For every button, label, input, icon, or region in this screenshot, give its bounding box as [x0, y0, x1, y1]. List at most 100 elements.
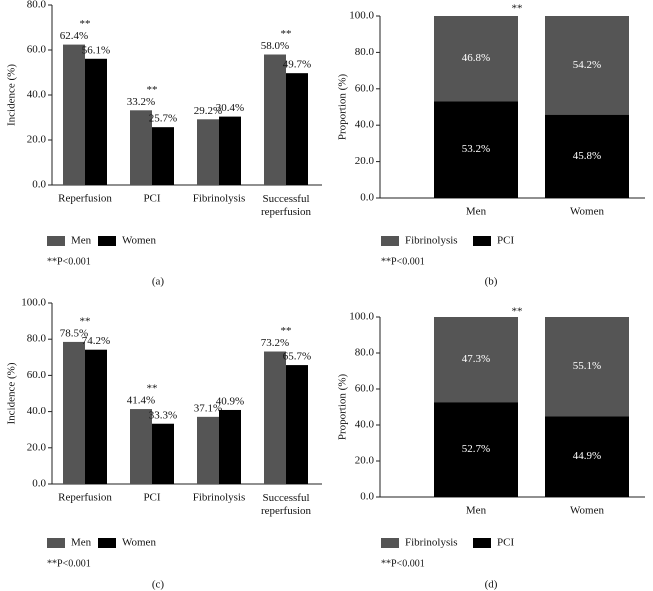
bar — [152, 423, 174, 484]
value-label: 56.1% — [82, 44, 110, 56]
bar — [219, 116, 241, 185]
significance-mark: ** — [281, 325, 292, 337]
value-label: 65.7% — [283, 351, 311, 363]
legend-swatch — [381, 538, 399, 548]
bar — [130, 409, 152, 484]
significance-mark: ** — [80, 18, 91, 30]
value-label: 44.9% — [573, 450, 601, 462]
x-tick-label: PCI — [143, 193, 160, 205]
bar-segment — [434, 317, 518, 403]
value-label: 40.9% — [216, 396, 244, 408]
y-tick-label: 80.0 — [355, 46, 375, 58]
y-tick-label: 60.0 — [27, 369, 47, 381]
bar-segment — [434, 101, 518, 198]
x-tick-label: Successful reperfusion — [261, 492, 312, 517]
y-tick-label: 80.0 — [355, 347, 375, 359]
panel-label: (c) — [152, 579, 165, 591]
legend-label: PCI — [497, 537, 514, 549]
x-tick-label: Fibrinolysis — [193, 492, 246, 504]
bar — [264, 351, 286, 484]
value-label: 62.4% — [60, 30, 88, 42]
note: **P<0.001 — [381, 558, 425, 569]
value-label: 37.1% — [194, 402, 222, 414]
bar-segment — [434, 16, 518, 102]
legend-label: Fibrinolysis — [405, 537, 458, 549]
y-tick-label: 0.0 — [32, 179, 46, 191]
y-tick-label: 20.0 — [355, 155, 375, 167]
bar — [63, 44, 85, 185]
y-tick-label: 0.0 — [360, 491, 374, 503]
x-tick-label: Fibrinolysis — [193, 193, 246, 205]
x-tick-label: PCI — [143, 492, 160, 504]
bar — [219, 409, 241, 484]
significance-mark: ** — [281, 28, 292, 40]
bar — [197, 416, 219, 484]
bar — [85, 58, 107, 185]
value-label: 55.1% — [573, 360, 601, 372]
note: **P<0.001 — [47, 558, 91, 569]
legend-label: Fibrinolysis — [405, 235, 458, 247]
legend-swatch — [473, 236, 491, 246]
x-tick-label-line: reperfusion — [261, 505, 312, 517]
note: **P<0.001 — [47, 256, 91, 267]
y-axis-label: Proportion (%) — [337, 74, 349, 141]
significance-mark: ** — [512, 306, 523, 318]
bar — [197, 119, 219, 185]
value-label: 49.7% — [283, 59, 311, 71]
y-tick-label: 40.0 — [355, 419, 375, 431]
legend-label: Men — [71, 537, 92, 549]
y-axis-label: Incidence (%) — [6, 362, 18, 424]
bar — [152, 127, 174, 185]
value-label: 47.3% — [462, 353, 490, 365]
y-tick-label: 0.0 — [360, 192, 374, 204]
x-tick-label: Men — [466, 505, 487, 517]
value-label: 53.2% — [462, 143, 490, 155]
legend-swatch — [98, 538, 116, 548]
bar — [130, 110, 152, 185]
panel-label: (a) — [152, 276, 165, 288]
significance-mark: ** — [147, 383, 158, 395]
legend-label: Men — [71, 235, 92, 247]
significance-mark: ** — [147, 84, 158, 96]
x-tick-label: Reperfusion — [58, 193, 112, 205]
legend-swatch — [381, 236, 399, 246]
value-label: 30.4% — [216, 102, 244, 114]
y-axis-label: Incidence (%) — [6, 64, 18, 126]
legend-label: Women — [122, 235, 156, 247]
legend-swatch — [98, 236, 116, 246]
bar-segment — [434, 402, 518, 497]
value-label: 46.8% — [462, 52, 490, 64]
x-tick-label-line: Successful — [262, 193, 309, 205]
legend-swatch — [47, 236, 65, 246]
y-tick-label: 60.0 — [27, 44, 47, 56]
legend-swatch — [473, 538, 491, 548]
y-tick-label: 60.0 — [355, 383, 375, 395]
panel-label: (b) — [485, 276, 498, 288]
x-tick-label-line: reperfusion — [261, 206, 312, 218]
value-label: 78.5% — [60, 327, 88, 339]
bar-segment — [545, 416, 629, 497]
x-tick-label-line: Successful — [262, 492, 309, 504]
y-tick-label: 0.0 — [32, 478, 46, 490]
x-tick-label: Men — [466, 206, 487, 218]
value-label: 33.2% — [127, 96, 155, 108]
value-label: 29.2% — [194, 105, 222, 117]
bar — [286, 365, 308, 484]
value-label: 45.8% — [573, 150, 601, 162]
x-tick-label: Successful reperfusion — [261, 193, 312, 218]
y-tick-label: 20.0 — [355, 455, 375, 467]
y-tick-label: 100.0 — [21, 297, 46, 309]
y-axis-label: Proportion (%) — [337, 374, 349, 441]
legend-label: Women — [122, 537, 156, 549]
value-label: 73.2% — [261, 337, 289, 349]
y-tick-label: 100.0 — [349, 10, 374, 22]
value-label: 33.3% — [149, 409, 177, 421]
bar — [264, 54, 286, 185]
y-tick-label: 40.0 — [355, 119, 375, 131]
value-label: 74.2% — [82, 335, 110, 347]
legend-label: PCI — [497, 235, 514, 247]
legend-swatch — [47, 538, 65, 548]
bar-segment — [545, 114, 629, 198]
bar — [286, 73, 308, 185]
